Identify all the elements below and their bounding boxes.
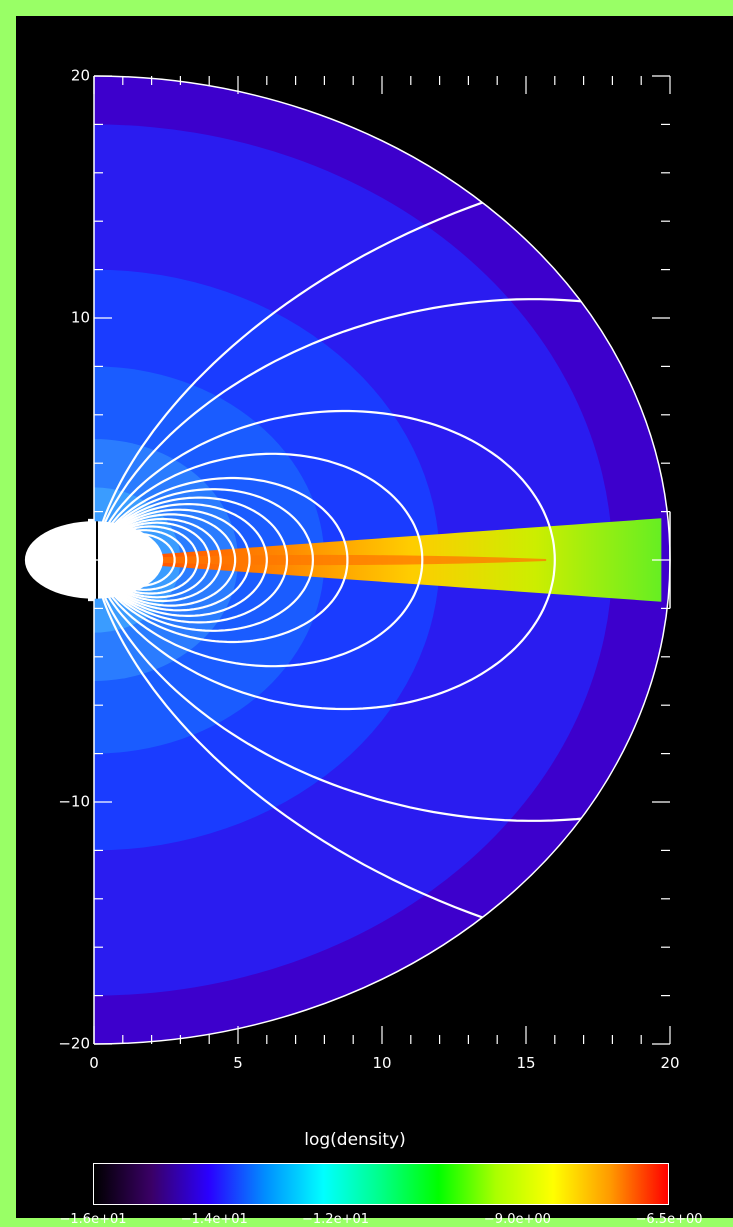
colorbar-tick-label-1: −1.4e+01 [180, 1212, 248, 1227]
axes [93, 75, 671, 1045]
x-tick-label-0: 0 [89, 1054, 99, 1072]
colorbar-tick-label-3: −9.0e+00 [483, 1212, 551, 1227]
x-tick-label-4: 20 [660, 1054, 680, 1072]
density-shell-1 [94, 124, 613, 996]
field-line-14 [94, 149, 670, 971]
field-line-8 [94, 496, 289, 624]
disk-core [157, 554, 547, 566]
y-tick-label-1: −10 [58, 792, 90, 811]
y-tick-label-4: 20 [70, 66, 90, 85]
y-tick-label-0: −20 [58, 1034, 90, 1053]
colorbar [93, 1163, 669, 1205]
x-tick-label-2: 10 [372, 1054, 392, 1072]
y-tick-label-2: 0 [80, 550, 90, 569]
star-edge [88, 518, 94, 602]
field-line-11 [94, 452, 424, 668]
field-line-13 [94, 298, 670, 822]
x-tick-label-1: 5 [233, 1054, 243, 1072]
field-line-9 [94, 488, 315, 632]
colorbar-tick-label-2: −1.2e+01 [302, 1212, 370, 1227]
colorbar-title: log(density) [304, 1130, 406, 1150]
density-shell-2 [94, 269, 440, 851]
density-disk [157, 518, 662, 602]
plot-frame [16, 16, 733, 1218]
field-line-12 [94, 409, 556, 711]
colorbar-tick-label-0: −1.6e+01 [59, 1212, 127, 1227]
x-tick-label-3: 15 [516, 1054, 536, 1072]
density-shell-4 [94, 439, 238, 681]
density-plot [24, 75, 671, 1045]
field-line-10 [94, 476, 349, 644]
colorbar-tick-label-4: −6.5e+00 [635, 1212, 703, 1227]
y-tick-label-3: 10 [70, 308, 90, 327]
